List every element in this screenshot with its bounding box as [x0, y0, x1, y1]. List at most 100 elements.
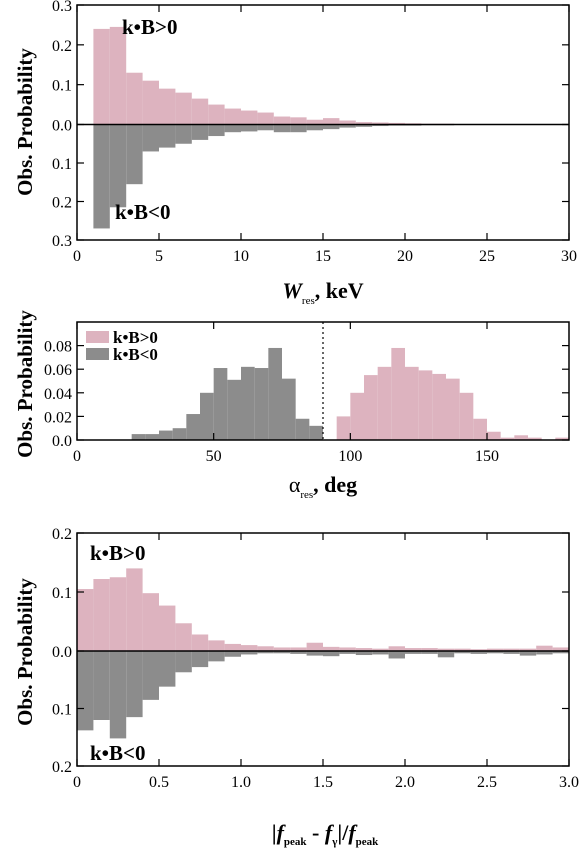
p1-bar-pos-16 [355, 122, 373, 125]
p2-bar-pos-13 [514, 435, 528, 440]
p3-bar-pos-25 [487, 648, 504, 651]
p1-bar-neg-7 [208, 124, 225, 137]
p3-annotation-neg: k•B<0 [90, 741, 146, 765]
p3-bar-neg-14 [306, 651, 323, 656]
p2-xlabel-sub: res [300, 489, 313, 501]
p1-bar-pos-11 [273, 116, 291, 125]
p1-bar-pos-8 [224, 108, 241, 125]
p2-xtick-label-2: 100 [338, 448, 362, 465]
p1-bar-neg-11 [273, 124, 291, 133]
p2-bar-pos-1 [350, 392, 364, 440]
p1-bar-pos-2 [126, 72, 143, 125]
p3-bar-pos-16 [339, 647, 356, 651]
p2-bar-neg-4 [186, 414, 200, 440]
p2-ticks: 0 50 100 150 0.0 0.02 0.04 0.06 0.08 [44, 322, 569, 465]
p3-bar-neg-16 [339, 651, 356, 654]
p2-bar-neg-1 [145, 434, 159, 440]
p1-xlabel-sub: res [302, 295, 315, 307]
p1-ytick-label-bottom-2: 0.3 [52, 233, 72, 250]
p3-ylabel: Obs. Probability [13, 578, 37, 726]
p1-ytick-label-bottom-0: 0.1 [52, 156, 72, 173]
p3-bar-pos-27 [519, 648, 537, 651]
p1-bar-neg-3 [142, 124, 159, 152]
p2-bar-pos-7 [432, 373, 446, 440]
p1-bar-pos-6 [191, 98, 209, 125]
p2-bar-pos-5 [405, 366, 419, 440]
p3-bar-neg-17 [355, 651, 373, 656]
p3-bar-pos-19 [388, 646, 405, 651]
p3-bar-neg-15 [323, 651, 340, 657]
p2-bar-pos-14 [528, 437, 542, 440]
p1-annotation-neg: k•B<0 [115, 200, 171, 224]
p3-ytick-label-top-0: 0.0 [52, 644, 72, 661]
p3-bar-neg-11 [257, 651, 274, 654]
p2-legend-label-pos: k•B>0 [113, 328, 158, 347]
p3-xtick-label-5: 2.5 [477, 774, 497, 791]
p1-bar-neg-15 [339, 124, 356, 128]
p3-bar-pos-14 [306, 642, 323, 651]
p2-bar-neg-3 [172, 428, 187, 440]
p1-annotation-pos: k•B>0 [122, 15, 178, 39]
p2-bar-pos-8 [446, 378, 460, 440]
p3-bar-neg-8 [208, 651, 225, 662]
p1-xtick-label-1: 5 [155, 248, 163, 265]
p1-ticks: 0 5 10 15 20 25 30 0.0 0.1 0.2 0.3 0.1 0.2 0.3 [52, 0, 577, 265]
p1-bar-neg-8 [224, 124, 241, 133]
p2-bar-pos-12 [500, 437, 515, 440]
p2-xlabel-rest: , deg [313, 472, 357, 497]
p3-bar-pos-9 [224, 643, 241, 651]
p2-bar-pos-11 [487, 431, 501, 440]
p3-bar-neg-7 [191, 651, 209, 668]
p2-frame [76, 321, 570, 441]
p3-bar-pos-20 [405, 648, 422, 651]
p3-bar-neg-5 [159, 651, 176, 687]
p3-xtick-label-2: 1.0 [231, 774, 251, 791]
p3-bar-neg-1 [93, 651, 110, 720]
p3-bar-pos-0 [77, 589, 94, 651]
p1-bar-neg-1 [109, 124, 127, 208]
p1-bar-neg-14 [323, 124, 340, 130]
p2-legend-swatch-neg [86, 348, 109, 360]
p2-legend-label-neg: k•B<0 [113, 345, 158, 364]
p1-bar-neg-0 [93, 124, 110, 229]
p3-bars [77, 568, 569, 739]
p3-bar-pos-12 [273, 647, 291, 651]
p1-xtick-label-0: 0 [73, 248, 81, 265]
p2-bar-neg-7 [227, 379, 241, 440]
p1-ytick-label-top-2: 0.2 [52, 38, 72, 55]
p2-ytick-label-0: 0.0 [52, 433, 72, 450]
p1-bars [93, 26, 537, 229]
p3-ytick-label-top-1: 0.1 [52, 585, 72, 602]
p3-bar-pos-21 [421, 648, 438, 651]
p1-ytick-label-top-0: 0.0 [52, 118, 72, 135]
p3-xlabel: |fpeak - fγ|/fpeak [272, 820, 379, 848]
p1-bar-pos-3 [142, 80, 159, 125]
panel-energy: 0 5 10 15 20 25 300.00.10.20.30.10.20.3 k•B>0 … [13, 0, 577, 307]
p3-bar-neg-13 [290, 651, 307, 654]
p2-bar-neg-8 [241, 366, 255, 440]
p3-bar-neg-23 [454, 651, 471, 654]
p2-bar-neg-2 [159, 430, 173, 440]
p3-bar-neg-19 [388, 651, 405, 659]
p2-bar-pos-9 [459, 392, 474, 440]
p2-xtick-label-0: 0 [73, 448, 81, 465]
p3-xtick-label-3: 1.5 [313, 774, 333, 791]
p3-bar-pos-15 [323, 646, 340, 651]
p1-bar-neg-6 [191, 124, 209, 140]
p1-bar-neg-4 [159, 124, 176, 148]
p3-bar-neg-25 [487, 651, 504, 654]
p1-bar-neg-10 [257, 124, 274, 131]
p2-bar-neg-13 [309, 425, 323, 440]
p1-xlabel: Wres, keV [282, 278, 363, 307]
p3-bar-neg-18 [372, 651, 389, 655]
p3-bar-pos-22 [437, 648, 455, 651]
p3-bar-pos-10 [241, 645, 258, 651]
p1-bar-pos-14 [323, 118, 340, 125]
p1-ytick-label-bottom-1: 0.2 [52, 195, 72, 212]
p2-xtick-label-1: 50 [206, 448, 222, 465]
p3-annotation-pos: k•B>0 [90, 541, 146, 565]
p2-bar-neg-11 [282, 378, 296, 440]
p2-ytick-label-1: 0.02 [44, 409, 72, 426]
p3-bar-neg-12 [273, 651, 291, 654]
